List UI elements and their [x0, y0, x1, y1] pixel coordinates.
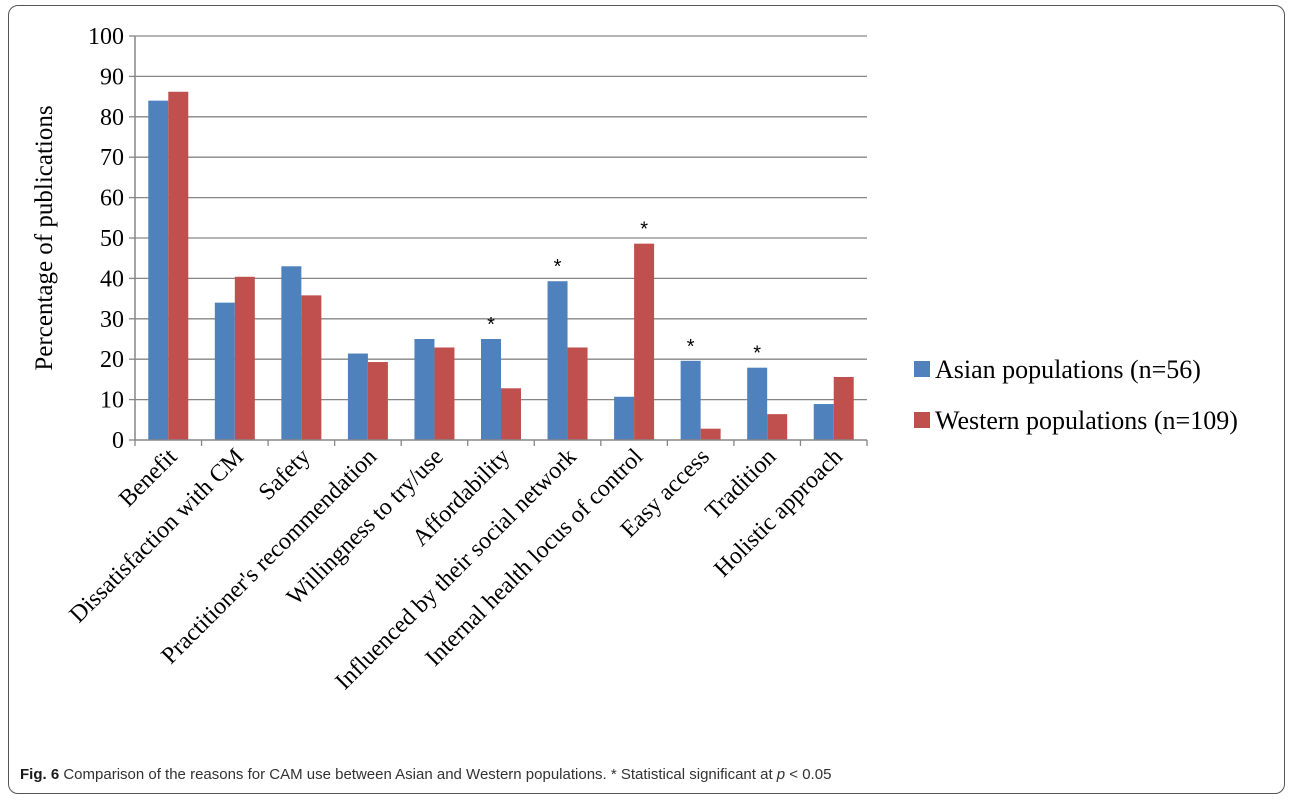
- y-tick-label: 10: [100, 388, 124, 414]
- legend: Asian populations (n=56) Western populati…: [914, 355, 1238, 435]
- significance-marker: *: [487, 314, 495, 336]
- y-tick-label: 90: [100, 64, 124, 90]
- bar-western: [501, 388, 521, 440]
- bar-western: [168, 91, 189, 440]
- bar-asian: [148, 100, 169, 440]
- y-axis-ticks: 0 10 20 30 40 50 60 70 80 90 100: [88, 24, 135, 454]
- bar-asian: [614, 396, 635, 440]
- x-tick-label: Safety: [254, 444, 316, 506]
- y-tick-label: 60: [100, 186, 124, 212]
- bar-western: [700, 428, 721, 440]
- y-tick-label: 20: [100, 347, 124, 373]
- bar-western: [367, 362, 388, 440]
- bar-asian: [547, 281, 568, 440]
- y-axis-label: Percentage of publications: [31, 105, 58, 370]
- bar-asian: [214, 302, 235, 440]
- bar-asian: [481, 339, 501, 440]
- bar-asian: [747, 367, 768, 440]
- bar-western: [301, 295, 322, 440]
- bar-western: [434, 347, 455, 440]
- y-tick-label: 70: [100, 145, 124, 171]
- legend-label: Asian populations (n=56): [935, 355, 1201, 384]
- p-symbol: p: [776, 766, 786, 783]
- bar-asian: [680, 360, 701, 440]
- y-tick-label: 30: [100, 307, 124, 333]
- bar-western: [567, 347, 588, 440]
- bars: [148, 91, 854, 440]
- y-tick-label: 40: [100, 266, 124, 292]
- figure-caption: Fig. 6 Comparison of the reasons for CAM…: [20, 766, 1270, 783]
- bar-western: [234, 276, 255, 440]
- bar-asian: [347, 353, 368, 440]
- bar-asian: [414, 339, 435, 440]
- bar-asian: [281, 266, 302, 440]
- bar-western: [634, 243, 655, 440]
- legend-swatch: [914, 361, 930, 377]
- figure-label: Fig. 6: [20, 766, 60, 783]
- y-tick-label: 100: [88, 24, 124, 50]
- significance-marker: *: [687, 336, 695, 358]
- significance-marker: *: [640, 219, 648, 241]
- legend-label: Western populations (n=109): [935, 406, 1238, 435]
- significance-marker: *: [554, 256, 562, 278]
- caption-text: Comparison of the reasons for CAM use be…: [59, 766, 777, 783]
- significance-marker: *: [753, 343, 761, 365]
- bar-asian: [813, 404, 834, 440]
- gridlines: [135, 35, 867, 401]
- y-tick-label: 50: [100, 226, 124, 252]
- x-tick-label: Influenced by their social network: [331, 444, 582, 695]
- axes: [134, 36, 868, 446]
- significance-markers: * * * * *: [487, 219, 761, 365]
- bar-western: [833, 376, 854, 440]
- y-tick-label: 0: [112, 428, 124, 454]
- bar-western: [767, 414, 788, 440]
- legend-swatch: [914, 412, 930, 428]
- caption-threshold: < 0.05: [785, 766, 832, 783]
- y-tick-label: 80: [100, 105, 124, 131]
